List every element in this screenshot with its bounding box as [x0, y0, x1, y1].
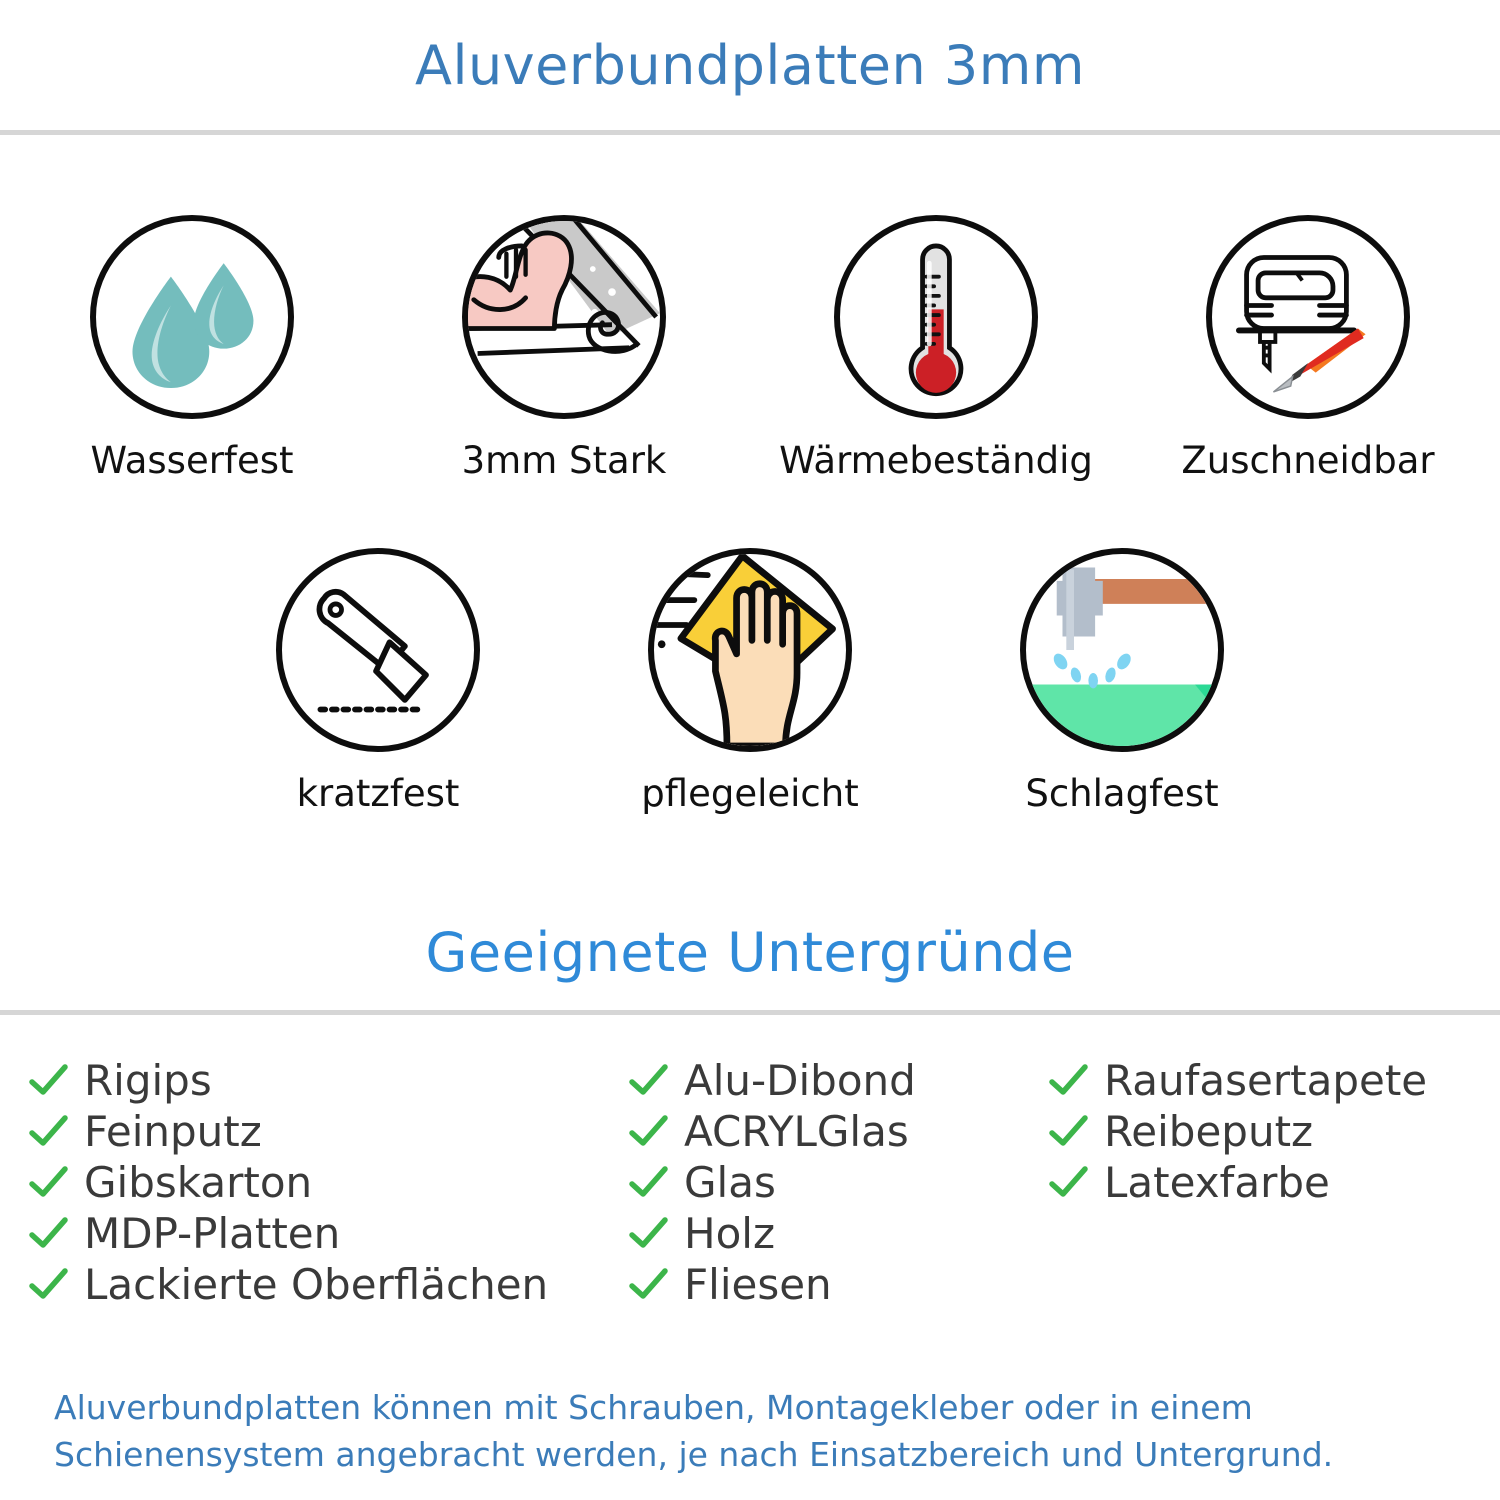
- divider-middle: [0, 1010, 1500, 1015]
- list-item: Holz: [628, 1208, 1048, 1259]
- hammer-impact-icon: [1020, 548, 1224, 752]
- green-check-icon: [629, 1216, 668, 1248]
- checklist-column-2: Alu-Dibond ACRYLGlas Glas Holz Fliesen: [628, 1055, 1048, 1310]
- jigsaw-cutter-icon: [1206, 215, 1410, 419]
- list-item-label: MDP-Platten: [84, 1208, 341, 1258]
- feature-3mm-stark: 3mm Stark: [438, 215, 690, 482]
- list-item-label: Raufasertapete: [1104, 1055, 1428, 1105]
- feature-label: kratzfest: [296, 772, 460, 815]
- feature-pflegeleicht: pflegeleicht: [624, 548, 876, 815]
- list-item-label: Reibeputz: [1104, 1106, 1314, 1156]
- thermometer-icon: [834, 215, 1038, 419]
- feature-wasserfest: Wasserfest: [66, 215, 318, 482]
- list-item: Gibskarton: [28, 1157, 628, 1208]
- green-check-icon: [29, 1063, 68, 1095]
- green-check-icon: [1049, 1165, 1088, 1197]
- green-check-icon: [629, 1114, 668, 1146]
- mounting-note: Aluverbundplatten können mit Schrauben, …: [54, 1388, 1334, 1474]
- list-item-label: Glas: [684, 1157, 776, 1207]
- green-check-icon: [29, 1267, 68, 1299]
- section-title-untergruende: Geeignete Untergründe: [425, 921, 1075, 984]
- green-check-icon: [29, 1114, 68, 1146]
- hand-cleaning-cloth-icon: [648, 548, 852, 752]
- feature-schlagfest: Schlagfest: [996, 548, 1248, 815]
- feature-row-top: Wasserfest: [0, 215, 1500, 482]
- list-item-label: Latexfarbe: [1104, 1157, 1330, 1207]
- list-item: ACRYLGlas: [628, 1106, 1048, 1157]
- list-item: Alu-Dibond: [628, 1055, 1048, 1106]
- water-drops-icon: [90, 215, 294, 419]
- feature-label: pflegeleicht: [641, 772, 859, 815]
- list-item: Raufasertapete: [1048, 1055, 1468, 1106]
- green-check-icon: [29, 1165, 68, 1197]
- list-item-label: Holz: [684, 1208, 775, 1258]
- green-check-icon: [1049, 1063, 1088, 1095]
- cutter-knife-icon: [276, 548, 480, 752]
- feature-label: Wasserfest: [90, 439, 294, 482]
- list-item-label: Fliesen: [684, 1259, 832, 1309]
- page-title: Aluverbundplatten 3mm: [415, 34, 1085, 97]
- list-item: Latexfarbe: [1048, 1157, 1468, 1208]
- feature-label: Zuschneidbar: [1181, 439, 1435, 482]
- feature-label: 3mm Stark: [461, 439, 667, 482]
- divider-top: [0, 130, 1500, 135]
- feature-label: Schlagfest: [1025, 772, 1219, 815]
- list-item: Fliesen: [628, 1259, 1048, 1310]
- green-check-icon: [629, 1165, 668, 1197]
- list-item: Lackierte Oberflächen: [28, 1259, 628, 1310]
- flexed-bicep-icon: [462, 215, 666, 419]
- green-check-icon: [629, 1063, 668, 1095]
- checklist-column-3: Raufasertapete Reibeputz Latexfarbe: [1048, 1055, 1468, 1310]
- green-check-icon: [629, 1267, 668, 1299]
- suitable-surfaces-list: Rigips Feinputz Gibskarton MDP-Platten L…: [0, 1055, 1500, 1310]
- list-item: Glas: [628, 1157, 1048, 1208]
- list-item-label: Gibskarton: [84, 1157, 313, 1207]
- feature-row-bottom: kratzfest pflegeleicht: [0, 548, 1500, 815]
- list-item-label: Lackierte Oberflächen: [84, 1259, 549, 1309]
- feature-label: Wärmebeständig: [779, 439, 1093, 482]
- list-item: Reibeputz: [1048, 1106, 1468, 1157]
- list-item: MDP-Platten: [28, 1208, 628, 1259]
- list-item: Rigips: [28, 1055, 628, 1106]
- list-item-label: Feinputz: [84, 1106, 262, 1156]
- feature-zuschneidbar: Zuschneidbar: [1181, 215, 1435, 482]
- list-item: Feinputz: [28, 1106, 628, 1157]
- list-item-label: Alu-Dibond: [684, 1055, 916, 1105]
- feature-waermebestaendig: Wärmebeständig: [779, 215, 1093, 482]
- feature-kratzfest: kratzfest: [252, 548, 504, 815]
- green-check-icon: [29, 1216, 68, 1248]
- list-item-label: Rigips: [84, 1055, 212, 1105]
- green-check-icon: [1049, 1114, 1088, 1146]
- list-item-label: ACRYLGlas: [684, 1106, 909, 1156]
- checklist-column-1: Rigips Feinputz Gibskarton MDP-Platten L…: [28, 1055, 628, 1310]
